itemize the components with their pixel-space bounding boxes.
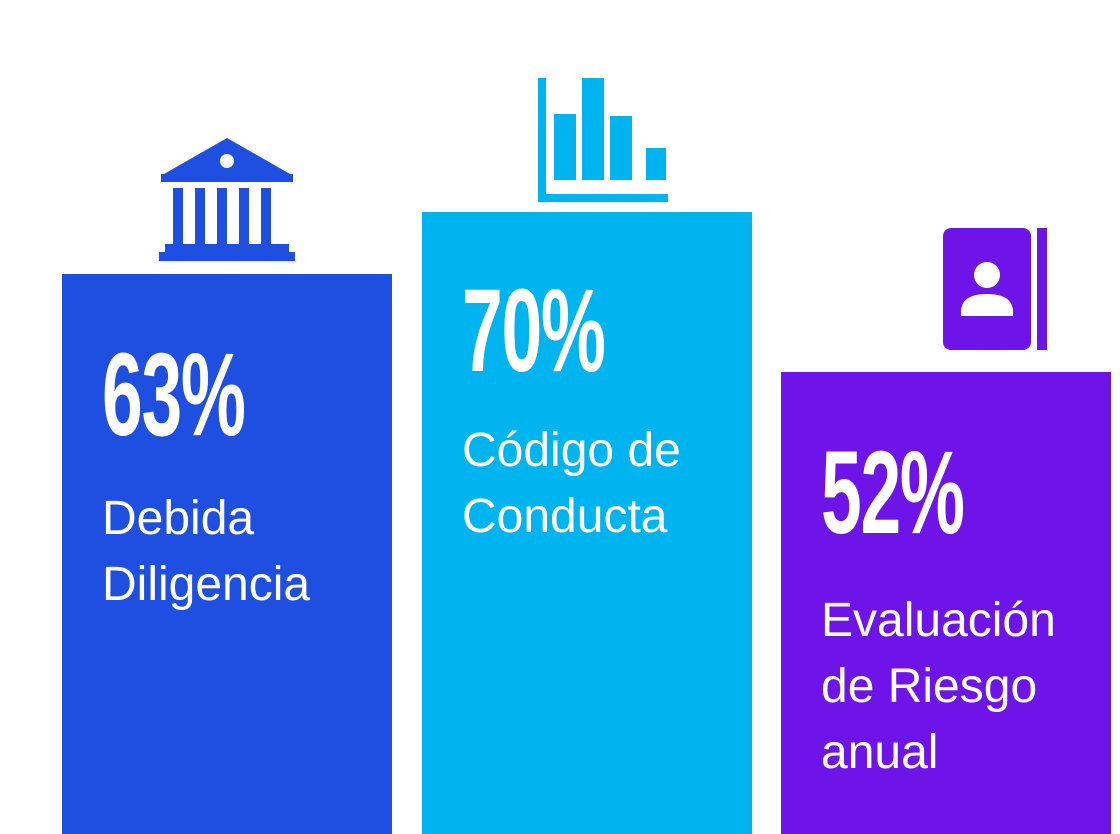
bar-value-label: 70% xyxy=(462,265,606,397)
bar-evaluacion-de-riesgo-anual: 52% Evaluación de Riesgo anual xyxy=(781,372,1111,834)
bar-value-label: 63% xyxy=(102,329,246,461)
bar-category-label: Código de Conducta xyxy=(462,424,681,543)
bar-category-label: Evaluación de Riesgo anual xyxy=(821,594,1056,779)
bank-icon xyxy=(159,138,295,261)
bar-debida-diligencia: 63% Debida Diligencia xyxy=(62,274,392,834)
contact-book-icon xyxy=(943,228,1047,350)
bar-chart-icon xyxy=(538,78,668,202)
bar-category-label: Debida Diligencia xyxy=(102,492,311,611)
bar-codigo-de-conducta: 70% Código de Conducta xyxy=(422,212,752,834)
bar-value-label: 52% xyxy=(821,427,965,559)
